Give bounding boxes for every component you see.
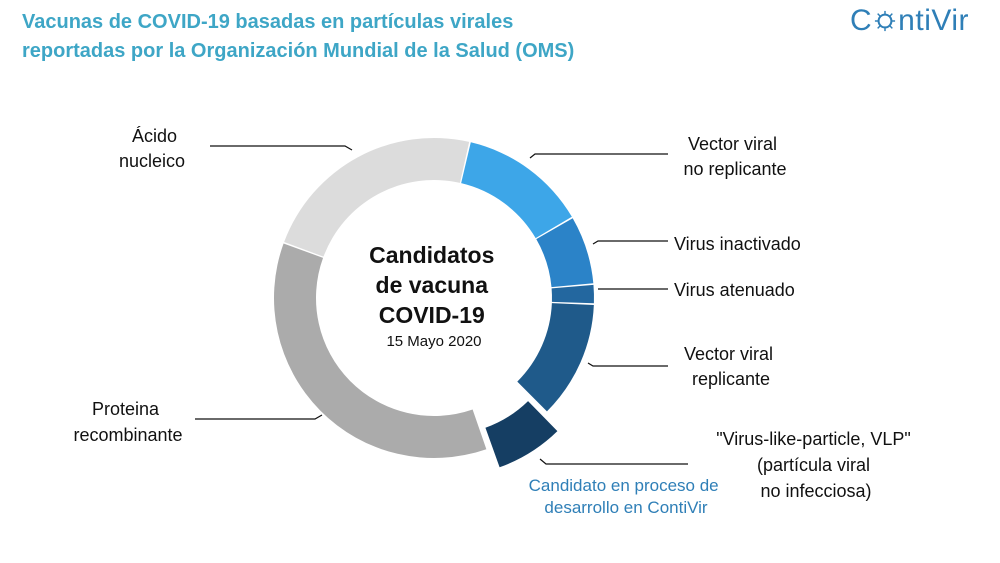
slice-vector-viral-replicante — [517, 303, 594, 412]
label-virus-atenuado: Virus atenuado — [674, 280, 795, 300]
label-vector-no-replicante-line-2: no replicante — [683, 159, 786, 179]
logo-text-start: C — [850, 4, 873, 37]
label-proteina-line-1: Proteina — [92, 399, 160, 419]
center-line-3: COVID-19 — [379, 302, 485, 328]
label-vector-viral-replicante: Vector viral replicante — [684, 344, 778, 389]
slice-virus-atenuado — [551, 284, 594, 304]
label-acido-nucleico: Ácido nucleico — [119, 126, 185, 171]
label-acido-nucleico-line-1: Ácido — [132, 126, 177, 146]
leader-virus-inactivado — [592, 240, 668, 245]
label-vector-replicante-line-2: replicante — [692, 369, 770, 389]
virus-o-icon — [875, 10, 896, 32]
annotation-line-2: desarrollo en ContiVir — [544, 498, 707, 517]
label-vector-no-replicante-line-1: Vector viral — [688, 134, 777, 154]
leader-acido-nucleico — [210, 145, 353, 151]
title-line-2: reportadas por la Organización Mundial d… — [22, 40, 575, 62]
slice-vector-viral-no-replicante — [461, 142, 572, 239]
leader-vector-no-replicante — [529, 153, 668, 159]
slice-vlp — [485, 401, 558, 468]
label-vlp-line-2: (partícula viral — [757, 455, 870, 475]
label-acido-nucleico-line-2: nucleico — [119, 151, 185, 171]
title-line-1: Vacunas de COVID-19 basadas en partícula… — [22, 11, 514, 33]
label-vlp-line-1: "Virus-like-particle, VLP" — [716, 429, 911, 449]
annotation-line-1: Candidato en proceso de — [529, 476, 719, 495]
center-line-1: Candidatos — [369, 242, 494, 268]
chart-title: Vacunas de COVID-19 basadas en partícula… — [22, 8, 574, 66]
label-vector-replicante-line-1: Vector viral — [684, 344, 773, 364]
leader-proteina-recombinante — [195, 414, 323, 420]
logo-text-end: ntiVir — [898, 4, 969, 37]
slice-virus-inactivado — [536, 218, 594, 288]
label-vlp: "Virus-like-particle, VLP" (partícula vi… — [716, 429, 916, 501]
leader-vector-replicante — [587, 362, 668, 367]
slice-proteina-recombinante — [273, 243, 487, 459]
slice-acido-nucleico — [284, 138, 470, 257]
label-vector-viral-no-replicante: Vector viral no replicante — [683, 134, 786, 179]
donut-slices — [273, 138, 594, 468]
contivir-logo: C ntiVir — [850, 4, 969, 38]
label-proteina-recombinante: Proteina recombinante — [73, 399, 182, 445]
label-proteina-line-2: recombinante — [73, 425, 182, 445]
contivir-annotation: Candidato en proceso de desarrollo en Co… — [529, 476, 724, 517]
leader-vlp — [539, 458, 688, 465]
label-vlp-line-3: no infecciosa) — [760, 481, 871, 501]
label-virus-inactivado: Virus inactivado — [674, 234, 801, 254]
center-label: Candidatos de vacuna COVID-19 15 Mayo 20… — [369, 242, 499, 350]
leader-lines — [195, 145, 688, 465]
center-line-2: de vacuna — [376, 272, 489, 298]
center-date: 15 Mayo 2020 — [386, 333, 481, 350]
